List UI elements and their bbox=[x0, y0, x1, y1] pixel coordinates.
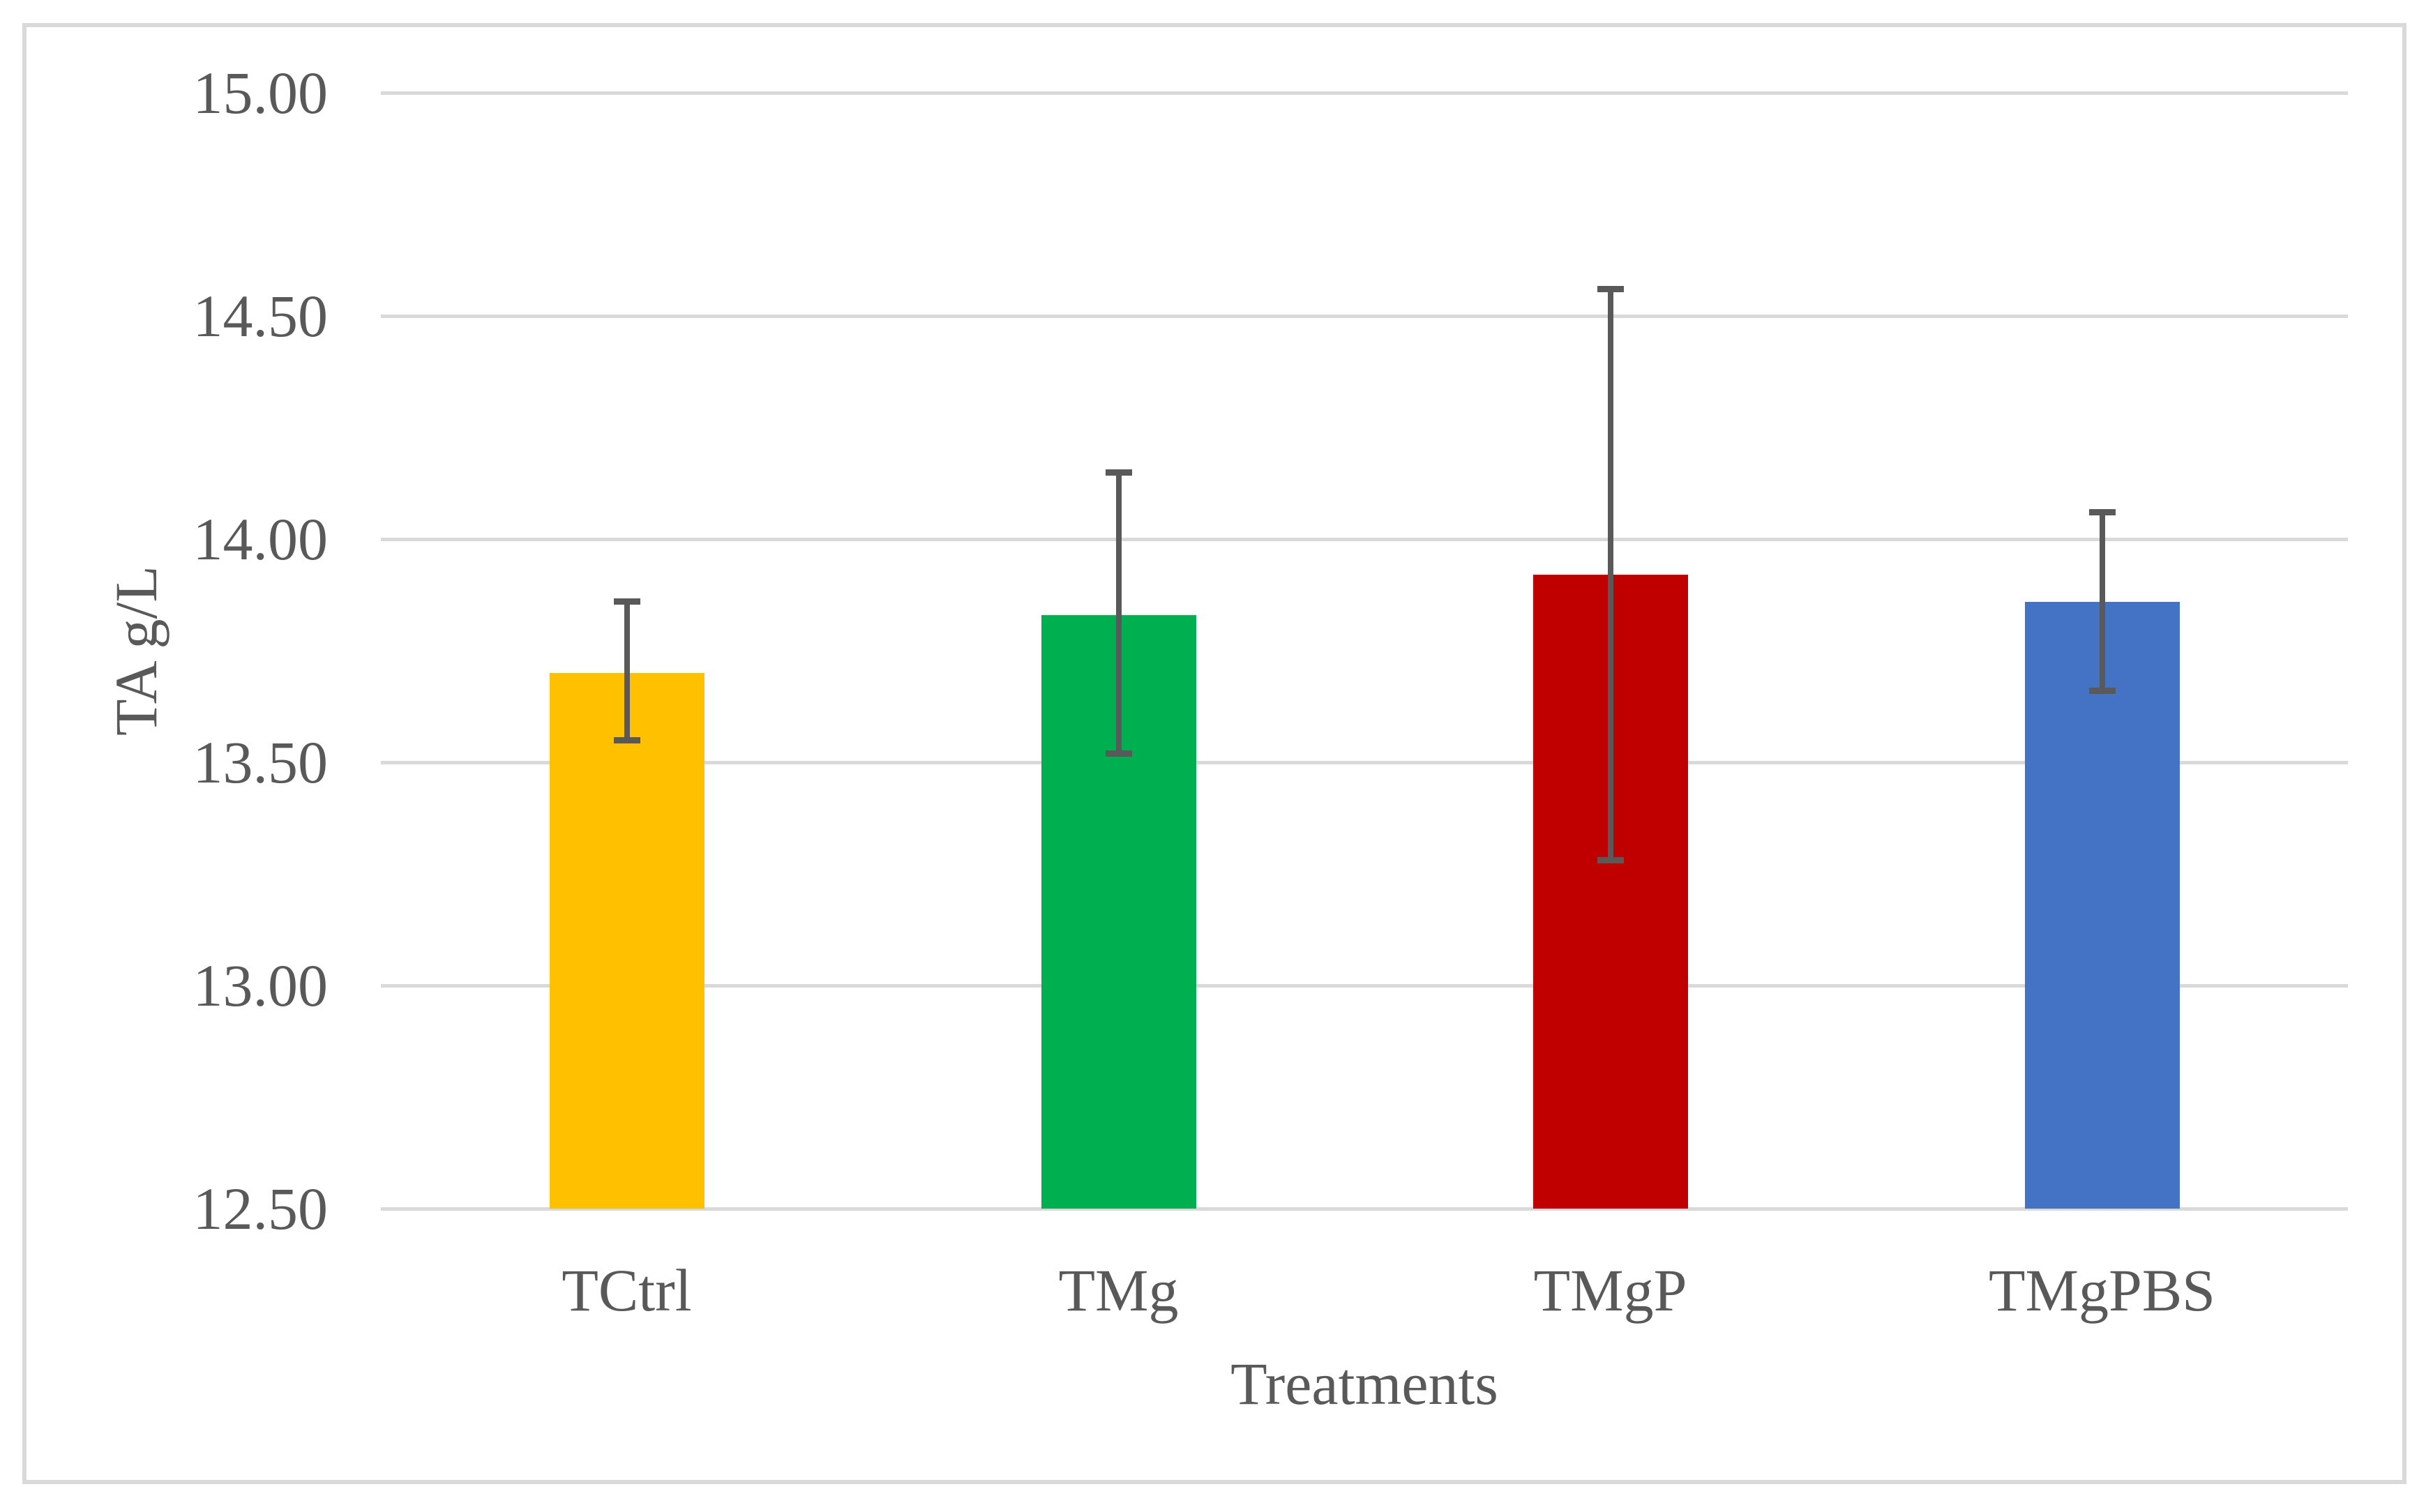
error-bar bbox=[1115, 472, 1122, 754]
y-tick-label: 14.50 bbox=[193, 282, 329, 349]
bar-tctrl bbox=[549, 673, 705, 1209]
x-axis-title: Treatments bbox=[1230, 1350, 1498, 1417]
error-cap-bottom bbox=[2088, 688, 2116, 695]
gridline bbox=[381, 760, 2348, 764]
bar-tmgpbs bbox=[2024, 601, 2180, 1209]
error-cap-bottom bbox=[613, 736, 640, 743]
gridline bbox=[381, 983, 2348, 988]
gridline bbox=[381, 91, 2348, 95]
y-tick-label: 13.00 bbox=[193, 952, 329, 1019]
y-axis-title: TA g/L bbox=[103, 566, 170, 736]
error-cap-top bbox=[2088, 509, 2116, 516]
x-category-label: TMg bbox=[1058, 1257, 1179, 1324]
error-cap-bottom bbox=[1105, 750, 1132, 757]
y-tick-label: 15.00 bbox=[193, 59, 329, 126]
error-cap-bottom bbox=[1597, 857, 1624, 864]
y-tick-label: 14.00 bbox=[193, 506, 329, 573]
gridline bbox=[381, 1207, 2348, 1211]
x-category-label: TMgP bbox=[1533, 1257, 1687, 1324]
error-bar bbox=[1607, 289, 1613, 861]
gridline bbox=[381, 537, 2348, 541]
error-cap-top bbox=[613, 598, 640, 605]
gridline bbox=[381, 314, 2348, 318]
error-cap-top bbox=[1105, 469, 1132, 476]
error-bar bbox=[624, 601, 630, 740]
error-cap-top bbox=[1597, 286, 1624, 293]
x-category-label: TMgPBS bbox=[1988, 1257, 2216, 1324]
x-category-label: TCtrl bbox=[562, 1257, 692, 1324]
chart-border bbox=[22, 23, 2406, 1484]
error-bar bbox=[2099, 512, 2105, 691]
y-tick-label: 12.50 bbox=[193, 1175, 329, 1242]
y-tick-label: 13.50 bbox=[193, 729, 329, 796]
